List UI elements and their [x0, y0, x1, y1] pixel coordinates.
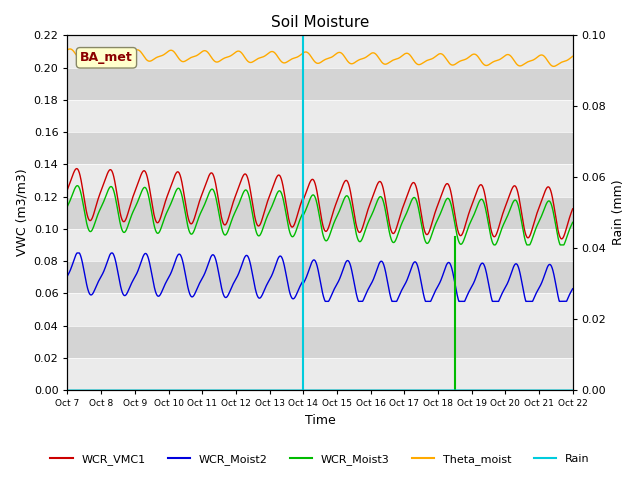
Bar: [67, 293, 573, 325]
Bar: [67, 261, 573, 293]
Y-axis label: Rain (mm): Rain (mm): [612, 180, 625, 245]
Bar: [67, 132, 573, 164]
Bar: [67, 164, 573, 196]
Bar: [67, 100, 573, 132]
Y-axis label: VWC (m3/m3): VWC (m3/m3): [15, 169, 28, 256]
Bar: [67, 229, 573, 261]
Bar: [67, 68, 573, 100]
Bar: [67, 358, 573, 390]
Bar: [67, 196, 573, 229]
X-axis label: Time: Time: [305, 414, 335, 427]
Legend: WCR_VMC1, WCR_Moist2, WCR_Moist3, Theta_moist, Rain: WCR_VMC1, WCR_Moist2, WCR_Moist3, Theta_…: [46, 450, 594, 469]
Title: Soil Moisture: Soil Moisture: [271, 15, 369, 30]
Bar: [67, 325, 573, 358]
Bar: [67, 36, 573, 68]
Text: BA_met: BA_met: [80, 51, 133, 64]
